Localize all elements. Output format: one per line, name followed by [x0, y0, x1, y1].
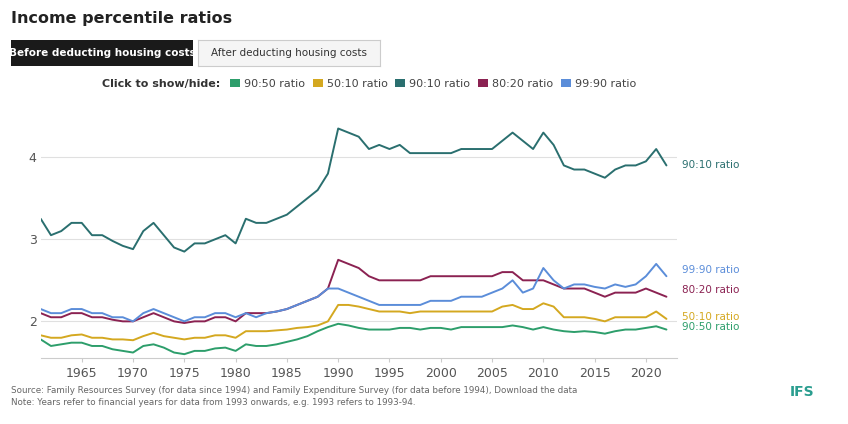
Text: After deducting housing costs: After deducting housing costs — [211, 48, 366, 58]
Text: Before deducting housing costs: Before deducting housing costs — [8, 48, 196, 58]
Text: Income percentile ratios: Income percentile ratios — [11, 11, 232, 25]
Text: 80:20 ratio: 80:20 ratio — [683, 285, 739, 295]
Text: 90:10 ratio: 90:10 ratio — [683, 160, 739, 170]
Text: Click to show/hide:: Click to show/hide: — [103, 79, 220, 89]
Text: 50:10 ratio: 50:10 ratio — [683, 312, 739, 322]
Legend: 90:50 ratio, 50:10 ratio, 90:10 ratio, 80:20 ratio, 99:90 ratio: 90:50 ratio, 50:10 ratio, 90:10 ratio, 8… — [231, 79, 636, 89]
Text: 90:50 ratio: 90:50 ratio — [683, 322, 739, 332]
Text: Source: Family Resources Survey (for data since 1994) and Family Expenditure Sur: Source: Family Resources Survey (for dat… — [11, 386, 577, 407]
Text: 99:90 ratio: 99:90 ratio — [683, 265, 739, 276]
Text: IFS: IFS — [789, 385, 814, 399]
